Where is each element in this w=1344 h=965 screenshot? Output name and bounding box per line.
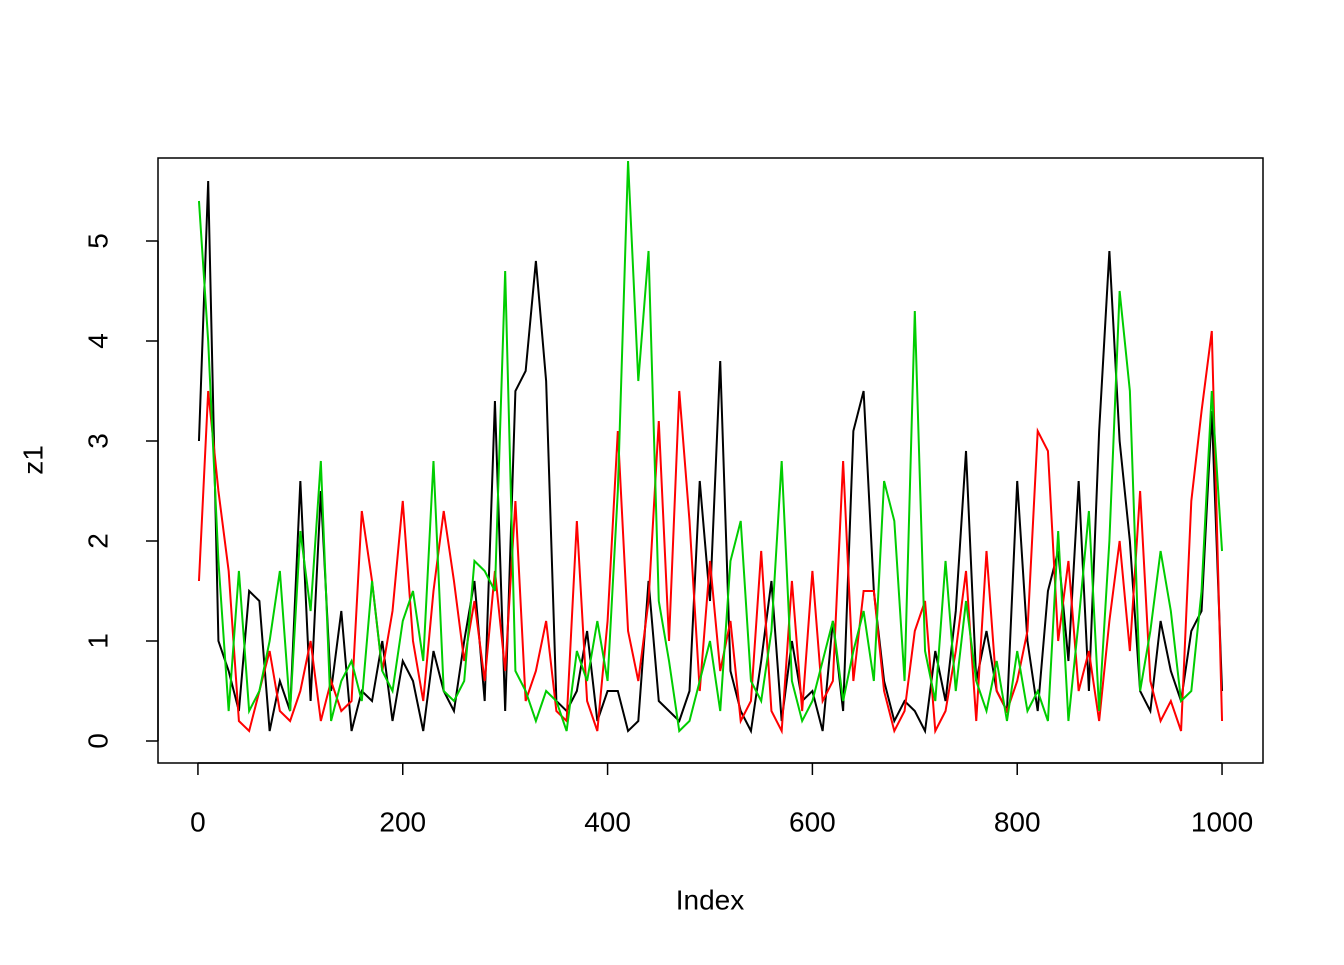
x-tick-label: 1000 [1191,806,1253,837]
y-tick-label: 4 [82,333,113,349]
series-line [197,330,1224,735]
x-axis-label: Index [676,884,745,915]
y-axis-label: z1 [17,445,48,475]
y-tick-label: 5 [82,233,113,249]
lines [197,160,1224,735]
x-tick-label: 800 [994,806,1041,837]
x-tick-label: 0 [190,806,206,837]
x-tick-label: 600 [789,806,836,837]
x-tick-label: 200 [379,806,426,837]
y-tick-label: 0 [82,733,113,749]
x-tick-label: 400 [584,806,631,837]
y-tick-label: 1 [82,633,113,649]
series-line [197,180,1224,735]
series-line [197,160,1224,734]
y-tick-label: 3 [82,433,113,449]
y-tick-label: 2 [82,533,113,549]
